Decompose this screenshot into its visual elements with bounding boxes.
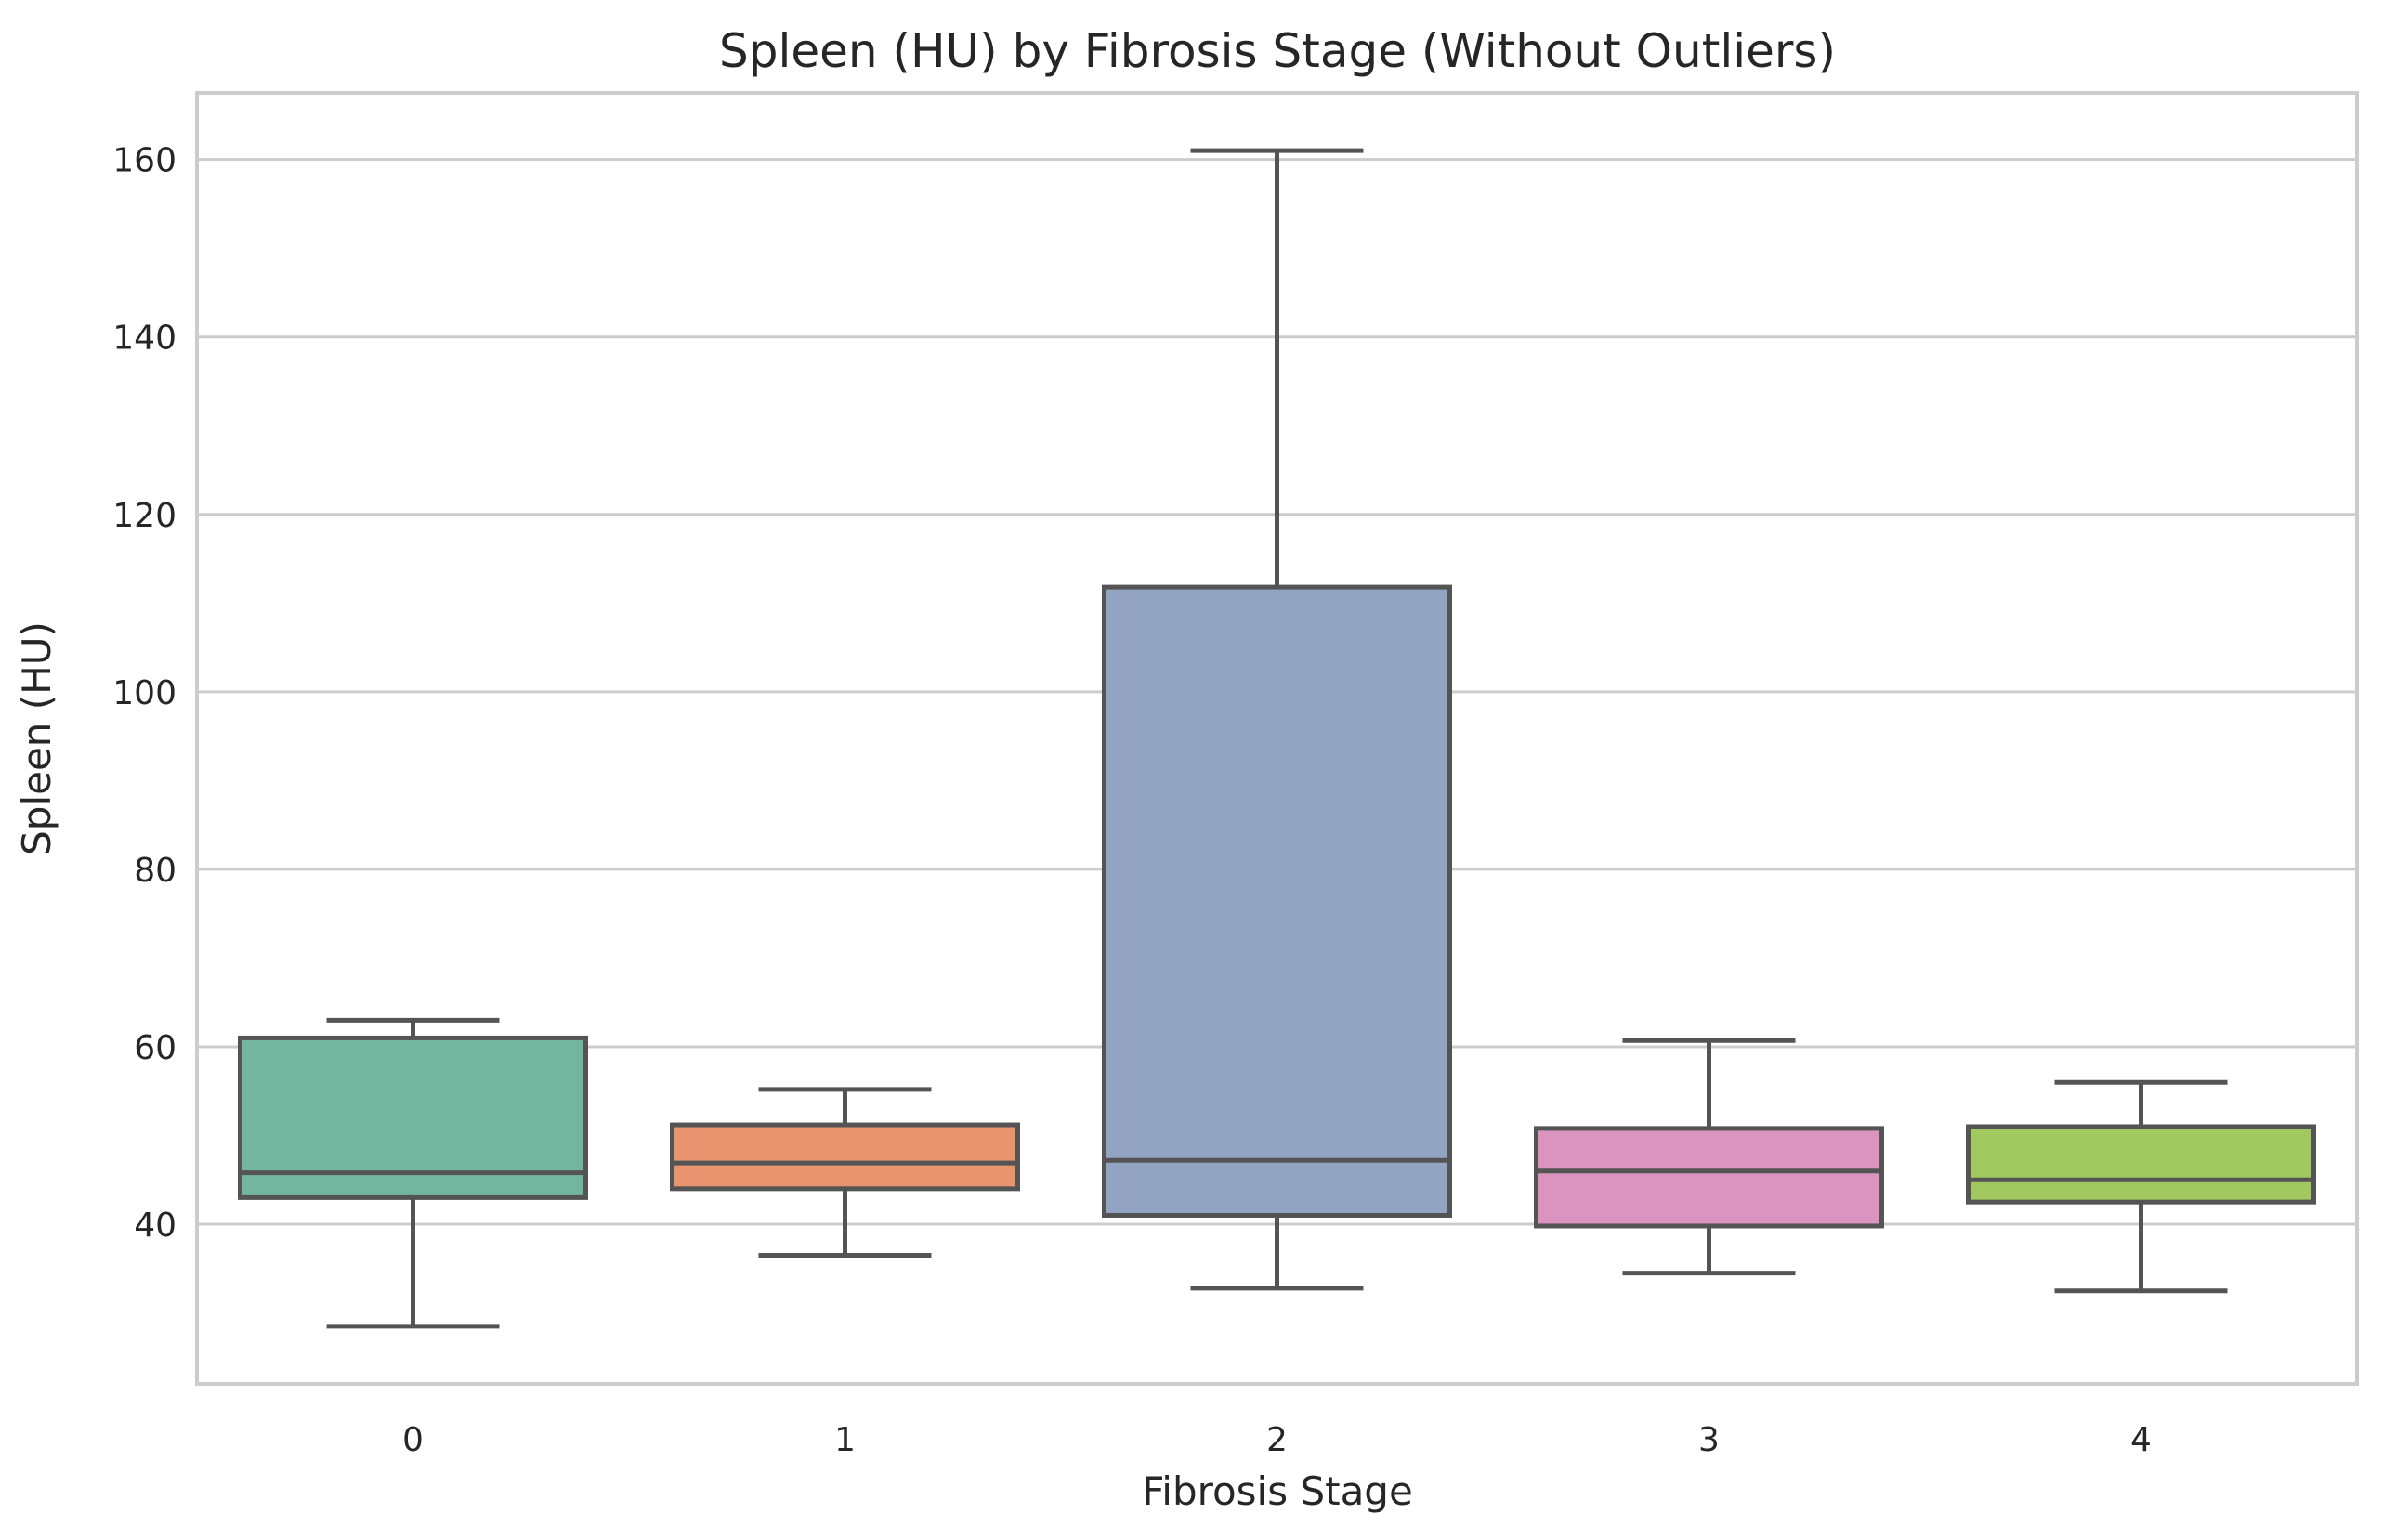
iqr-box bbox=[1102, 584, 1452, 1218]
x-tick-label-4: 4 bbox=[2130, 1421, 2152, 1459]
y-tick-label-40: 40 bbox=[134, 1207, 177, 1245]
chart-title: Spleen (HU) by Fibrosis Stage (Without O… bbox=[719, 24, 1836, 78]
plot-frame bbox=[195, 91, 2359, 1386]
box-stage-2 bbox=[1102, 148, 1452, 1291]
box-stage-1 bbox=[670, 1087, 1020, 1258]
y-tick-labels: 40 60 80 100 120 140 160 bbox=[112, 142, 177, 1245]
box-stage-0 bbox=[238, 1017, 588, 1329]
y-tick-label-160: 160 bbox=[112, 142, 177, 180]
x-tick-label-2: 2 bbox=[1266, 1421, 1288, 1459]
boxes bbox=[238, 148, 2316, 1329]
y-tick-label-100: 100 bbox=[112, 674, 177, 712]
box-stage-4 bbox=[1966, 1079, 2316, 1294]
x-tick-labels: 0 1 2 3 4 bbox=[402, 1421, 2152, 1459]
y-tick-label-120: 120 bbox=[112, 497, 177, 535]
x-tick-label-0: 0 bbox=[402, 1421, 424, 1459]
y-tick-label-60: 60 bbox=[134, 1029, 177, 1067]
iqr-box bbox=[1534, 1126, 1884, 1229]
x-axis-label: Fibrosis Stage bbox=[1142, 1468, 1413, 1514]
x-tick-label-1: 1 bbox=[834, 1421, 856, 1459]
y-tick-label-80: 80 bbox=[134, 852, 177, 890]
iqr-box bbox=[1966, 1124, 2316, 1205]
y-axis-label: Spleen (HU) bbox=[14, 621, 59, 855]
y-tick-label-140: 140 bbox=[112, 320, 177, 358]
iqr-box bbox=[670, 1122, 1020, 1192]
box-stage-3 bbox=[1534, 1038, 1884, 1276]
x-tick-label-3: 3 bbox=[1698, 1421, 1720, 1459]
